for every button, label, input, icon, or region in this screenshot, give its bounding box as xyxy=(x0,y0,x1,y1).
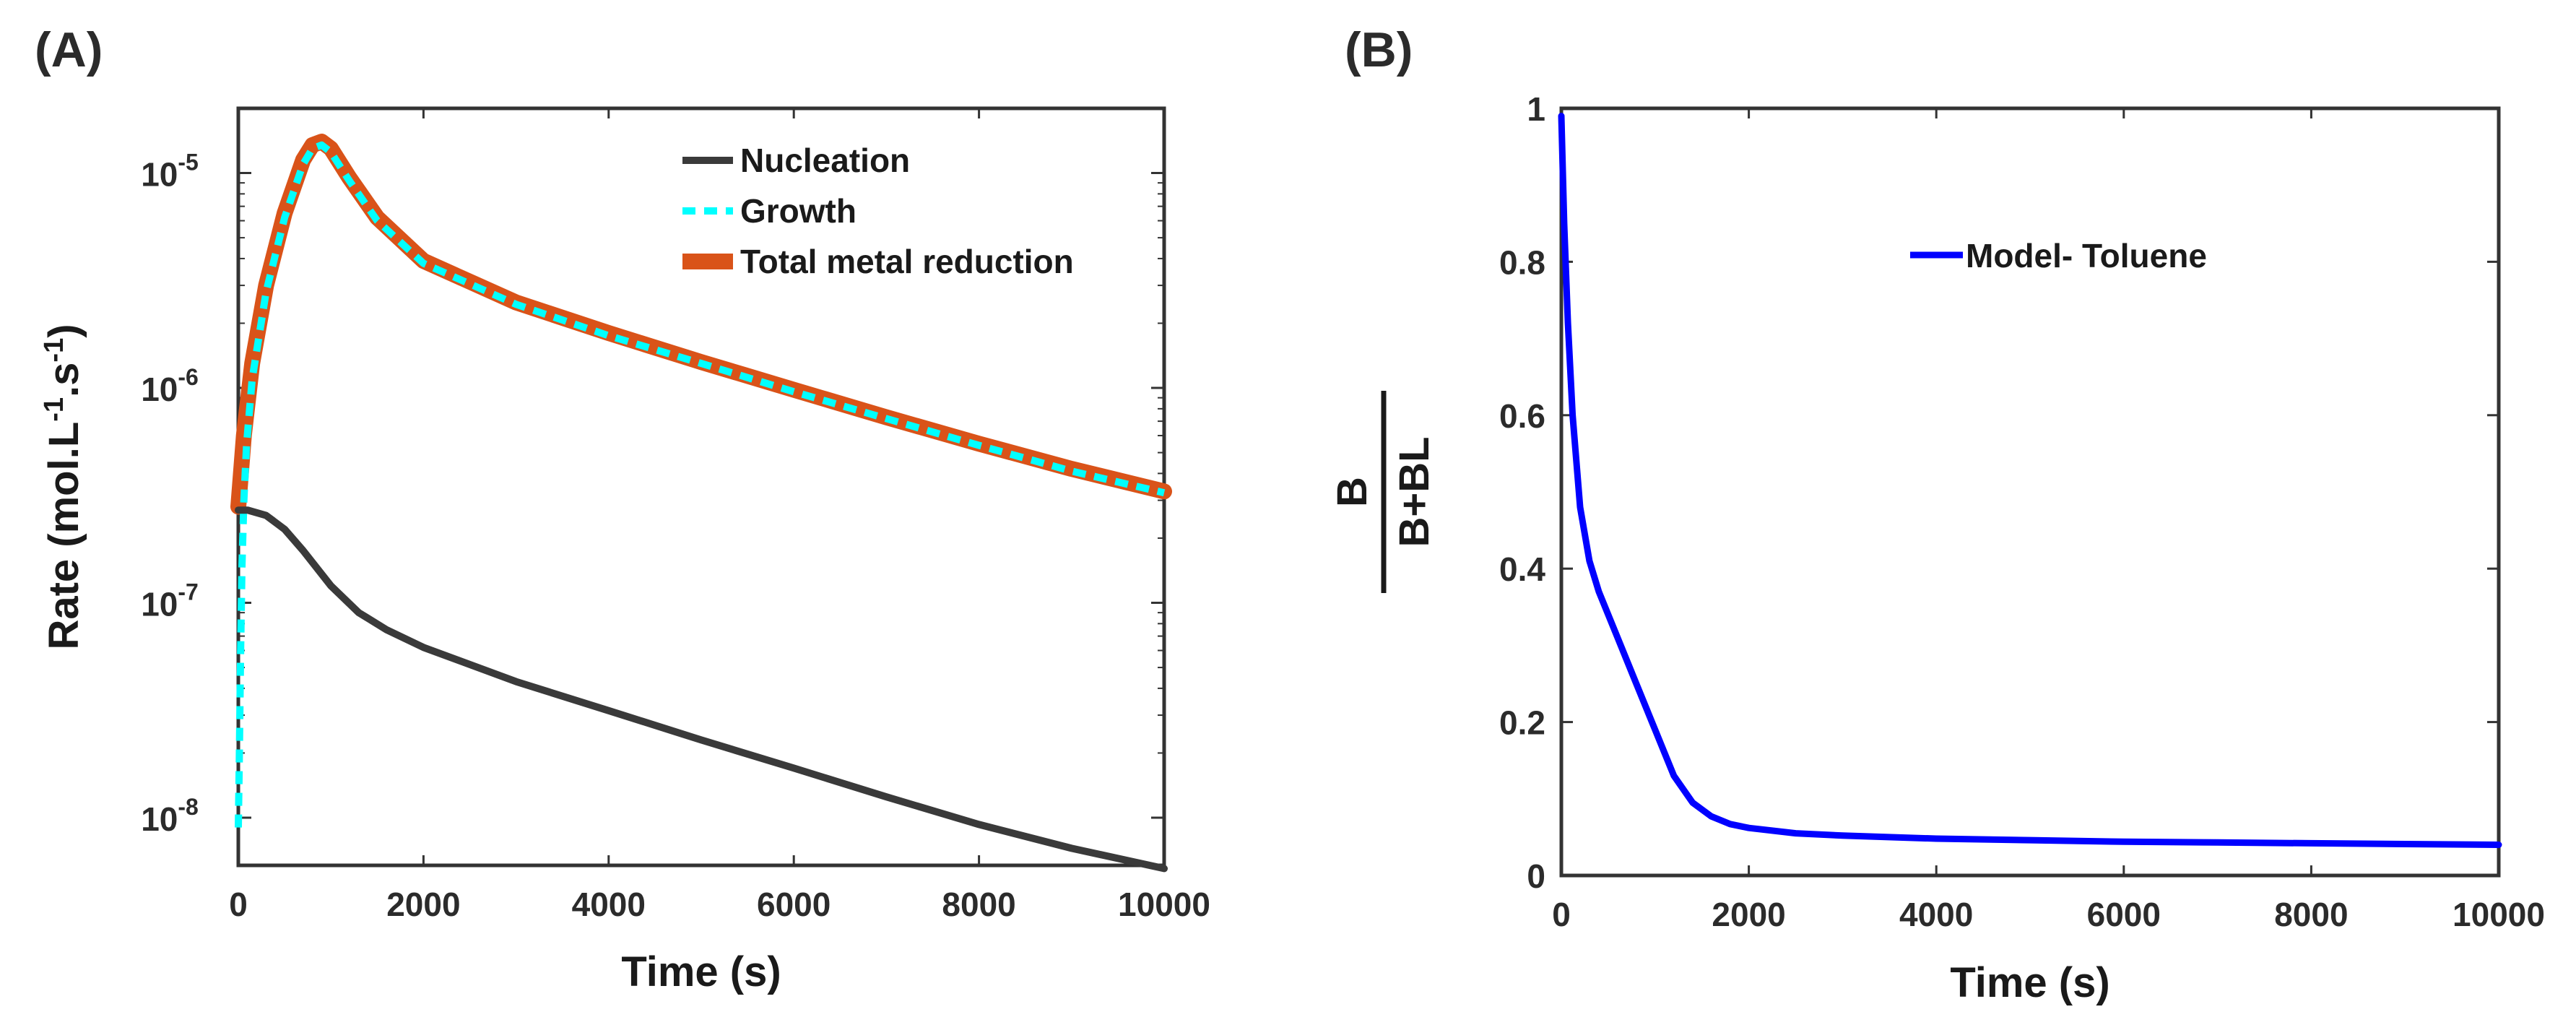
panel-b-ylabel-denominator: B+BL xyxy=(1391,436,1438,547)
panel-a-ylabel-prefix: Rate (mol.L xyxy=(40,422,87,650)
y-tick-label: 1 xyxy=(1527,90,1545,128)
legend-label-model-toluene: Model- Toluene xyxy=(1966,237,2207,274)
panel-a-legend: Nucleation Growth Total metal reduction xyxy=(682,142,1074,280)
panel-b-label: (B) xyxy=(1345,22,1413,77)
y-tick-label: 0.2 xyxy=(1499,704,1545,742)
x-tick-label: 0 xyxy=(229,886,248,923)
series-line-nucleation xyxy=(235,506,1168,873)
panel-b-legend: Model- Toluene xyxy=(1910,237,2207,274)
panel-a-plot: 0 2000 4000 6000 8000 10000 10-8 10-7 10-6 10-5 xyxy=(141,106,1210,923)
panel-a-ylabel-exp1: -1 xyxy=(39,397,69,422)
x-tick-label: 8000 xyxy=(942,886,1015,923)
y-tick-label: 0 xyxy=(1527,857,1545,895)
x-tick-label: 4000 xyxy=(1899,896,1973,933)
panel-b-plot: 0 2000 4000 6000 8000 10000 0 0.2 0.4 0.6 0.8 1 xyxy=(1499,90,2545,933)
panel-a-x-axis-label: Time (s) xyxy=(621,948,781,995)
y-tick-label: 0.8 xyxy=(1499,243,1545,281)
x-tick-label: 4000 xyxy=(572,886,646,923)
y-tick-label: 0.4 xyxy=(1499,550,1545,588)
panel-a-series xyxy=(230,134,1172,873)
panel-b-axes-frame xyxy=(1559,106,2501,878)
legend-label-nucleation: Nucleation xyxy=(740,142,910,179)
x-tick-label: 8000 xyxy=(2274,896,2348,933)
panel-a-label: (A) xyxy=(35,22,103,77)
panel-b-x-axis-label: Time (s) xyxy=(1950,959,2109,1006)
y-tick-label: 10-5 xyxy=(141,150,199,194)
panel-a: (A) 0 2000 4000 6000 8000 10000 10-8 10-7 10-6 10… xyxy=(35,22,1210,995)
x-tick-label: 10000 xyxy=(1118,886,1210,923)
legend-label-growth: Growth xyxy=(740,192,857,230)
y-tick-label: 10-7 xyxy=(141,579,199,623)
x-tick-label: 6000 xyxy=(757,886,831,923)
panel-b-series xyxy=(1558,113,2502,848)
panel-b-y-axis-label: B B+BL xyxy=(1329,391,1438,593)
panel-a-ylabel-exp2: -1 xyxy=(39,338,69,363)
y-tick-label: 0.6 xyxy=(1499,397,1545,435)
y-tick-label: 10-8 xyxy=(141,794,199,838)
x-tick-label: 2000 xyxy=(386,886,460,923)
series-line-model-toluene xyxy=(1558,113,2502,848)
panel-a-ylabel-mid: .s xyxy=(40,363,87,397)
y-tick-label: 10-6 xyxy=(141,364,199,408)
panel-a-ylabel-suffix: ) xyxy=(40,324,87,337)
panel-b-ticks: 0 2000 4000 6000 8000 10000 0 0.2 0.4 0.6 0.8 1 xyxy=(1499,90,2545,933)
panel-b-ylabel-numerator: B xyxy=(1329,477,1376,507)
panel-a-ticks: 0 2000 4000 6000 8000 10000 10-8 10-7 10-6 10-5 xyxy=(141,108,1210,923)
x-tick-label: 2000 xyxy=(1712,896,1785,933)
panel-a-y-axis-label: Rate (mol.L-1.s-1) xyxy=(39,324,87,649)
legend-label-total-metal-reduction: Total metal reduction xyxy=(740,243,1074,280)
x-tick-label: 6000 xyxy=(2087,896,2161,933)
x-tick-label: 0 xyxy=(1552,896,1571,933)
series-line-growth xyxy=(235,141,1166,828)
panel-b: (B) 0 2000 4000 6000 8000 10000 0 0.2 0.4 0.6 0.8 1… xyxy=(1329,22,2545,1006)
x-tick-label: 10000 xyxy=(2453,896,2545,933)
series-line-total-metal-reduction xyxy=(230,134,1172,515)
